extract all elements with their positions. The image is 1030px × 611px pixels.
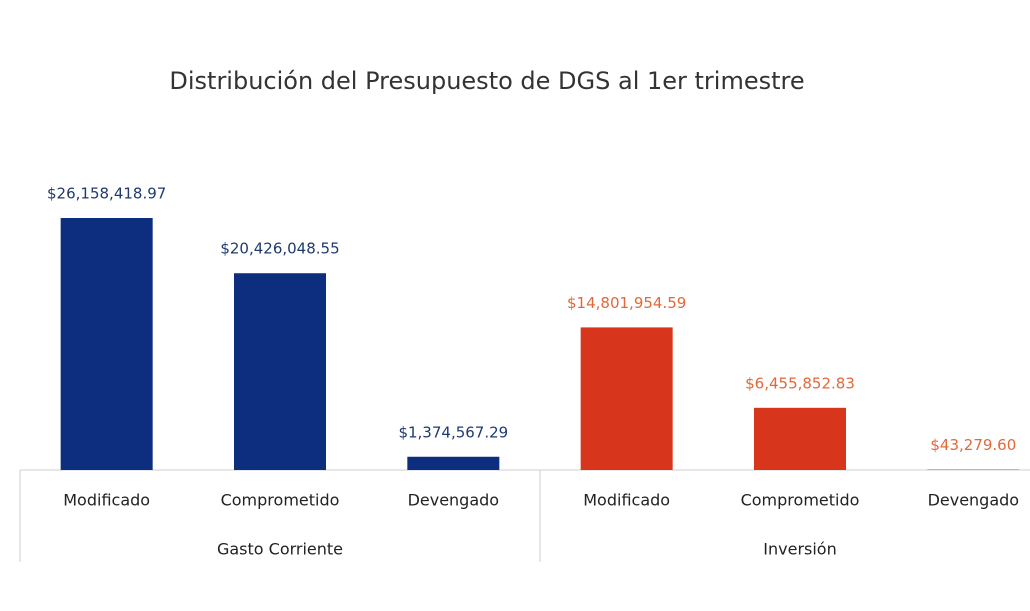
group-label: Gasto Corriente [217,540,343,559]
bar [754,407,846,470]
bar [234,273,326,470]
data-label: $20,426,048.55 [220,240,339,258]
data-label: $1,374,567.29 [398,423,508,441]
x-tick-label: Devengado [408,491,500,510]
data-label: $14,801,954.59 [567,294,686,312]
x-tick-label: Modificado [583,491,670,510]
x-tick-label: Modificado [63,491,150,510]
bar [60,218,153,470]
x-tick-label: Comprometido [221,491,340,510]
group-label: Inversión [763,540,836,559]
bar [407,456,500,470]
data-label: $6,455,852.83 [745,374,855,392]
x-tick-label: Devengado [928,491,1020,510]
bar [580,327,673,470]
chart-title: Distribución del Presupuesto de DGS al 1… [169,67,804,95]
data-label: $43,279.60 [930,436,1016,454]
data-label: $26,158,418.97 [47,185,166,203]
x-tick-label: Comprometido [741,491,860,510]
